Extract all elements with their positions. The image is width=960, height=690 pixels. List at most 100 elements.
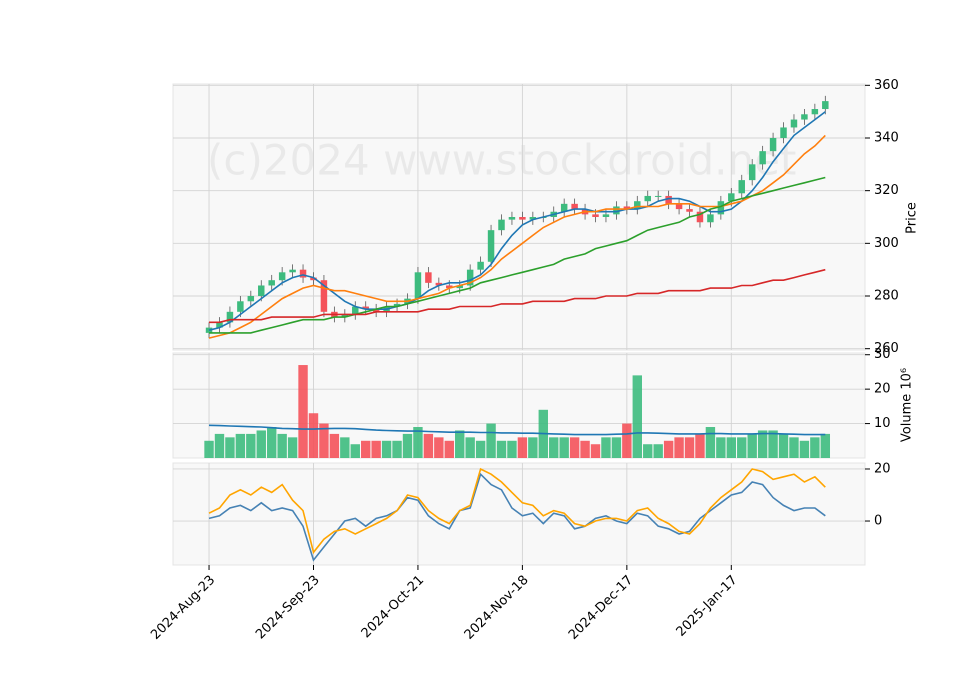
- volume-bar: [622, 423, 632, 458]
- volume-bar: [632, 375, 642, 458]
- candle-body: [801, 114, 808, 120]
- x-tick-label: 2024-Oct-21: [359, 573, 427, 641]
- volume-bar: [350, 444, 360, 458]
- watermark: (c)2024 www.stockdroid.net: [207, 136, 796, 185]
- candle-body: [602, 214, 610, 217]
- candle-body: [707, 214, 714, 223]
- volume-average-line: [208, 424, 826, 436]
- volume-bar: [611, 437, 622, 458]
- candle-body: [435, 282, 443, 286]
- candle-body: [613, 206, 620, 215]
- volume-bar: [559, 437, 569, 458]
- volume-bar: [496, 440, 507, 458]
- volume-axis-label: Volume 10⁶: [900, 368, 915, 442]
- volume-bar: [329, 433, 340, 458]
- candle-body: [268, 280, 275, 286]
- candle-body: [456, 285, 463, 289]
- volume-bar: [695, 433, 705, 458]
- price-panel: [172, 83, 866, 351]
- candle-body: [560, 203, 568, 212]
- candle-body: [686, 209, 693, 212]
- volume-bar: [768, 430, 778, 458]
- candle-body: [769, 137, 777, 152]
- y-tick-label: 260: [874, 341, 899, 356]
- moving-average-line: [209, 268, 826, 324]
- candle-body: [822, 101, 829, 110]
- candle-body: [226, 311, 234, 323]
- volume-bar: [277, 433, 287, 458]
- volume-bar: [569, 437, 580, 458]
- volume-bar: [590, 444, 601, 458]
- candle-body: [299, 269, 307, 278]
- volume-bar: [810, 437, 820, 458]
- volume-bar: [256, 430, 266, 458]
- candle-body: [237, 301, 244, 312]
- volume-bar: [799, 440, 810, 458]
- volume-bar: [402, 433, 413, 458]
- volume-bar: [308, 413, 319, 458]
- candle-body: [748, 164, 756, 181]
- volume-bar: [580, 440, 590, 458]
- y-tick-label: 10: [874, 416, 891, 431]
- y-tick-label: 30: [874, 347, 891, 362]
- volume-bar: [747, 433, 757, 458]
- volume-bar: [507, 440, 517, 458]
- candle-body: [289, 269, 296, 273]
- candle-body: [258, 285, 265, 297]
- candle-body: [477, 261, 484, 270]
- y-tick-label: 320: [874, 183, 899, 198]
- candle-body: [341, 314, 349, 318]
- volume-bar: [204, 440, 214, 458]
- indicator-line: [208, 472, 826, 562]
- volume-bar: [705, 427, 716, 458]
- volume-bar: [392, 440, 402, 458]
- volume-bar: [267, 427, 277, 458]
- candle-body: [362, 306, 369, 310]
- x-tick-label: 2024-Dec-17: [566, 573, 636, 643]
- y-tick-label: 0: [874, 514, 882, 529]
- candle-body: [665, 195, 672, 204]
- y-tick-label: 340: [874, 130, 899, 145]
- volume-bar: [778, 433, 789, 458]
- volume-bar: [820, 433, 831, 458]
- x-tick-label: 2025-Jan-17: [674, 573, 741, 640]
- moving-average-line: [208, 111, 826, 331]
- candle-body: [738, 180, 745, 194]
- candle-body: [498, 219, 505, 231]
- candle-body: [717, 201, 725, 215]
- volume-bar: [319, 423, 329, 458]
- volume-bar: [663, 440, 674, 458]
- candle-body: [216, 322, 223, 328]
- candle-body: [414, 272, 422, 299]
- candle-body: [623, 206, 631, 210]
- y-tick-label: 20: [874, 461, 891, 476]
- volume-bar: [643, 444, 653, 458]
- volume-bar: [549, 437, 559, 458]
- candle-body: [571, 203, 578, 210]
- candle-body: [446, 285, 453, 289]
- volume-bar: [235, 433, 246, 458]
- candle-body: [425, 272, 432, 283]
- volume-bar: [716, 437, 726, 458]
- y-tick-label: 300: [874, 236, 899, 251]
- candle-body: [644, 195, 651, 202]
- candle-body: [372, 309, 380, 312]
- volume-bar: [246, 433, 256, 458]
- moving-average-line: [209, 176, 826, 334]
- candle-body: [508, 217, 516, 220]
- y-tick-label: 280: [874, 289, 899, 304]
- volume-bar: [674, 437, 684, 458]
- candle-body: [393, 303, 401, 307]
- volume-bar: [361, 440, 371, 458]
- volume-bar: [434, 437, 444, 458]
- candle-body: [310, 277, 317, 281]
- volume-bar: [601, 437, 611, 458]
- candle-body: [728, 193, 735, 202]
- y-tick-label: 360: [874, 78, 899, 93]
- candle-body: [247, 296, 255, 302]
- volume-bar: [486, 423, 496, 458]
- x-tick-label: 2024-Aug-23: [148, 573, 218, 643]
- volume-bar: [444, 440, 454, 458]
- x-tick-label: 2024-Nov-18: [462, 573, 532, 643]
